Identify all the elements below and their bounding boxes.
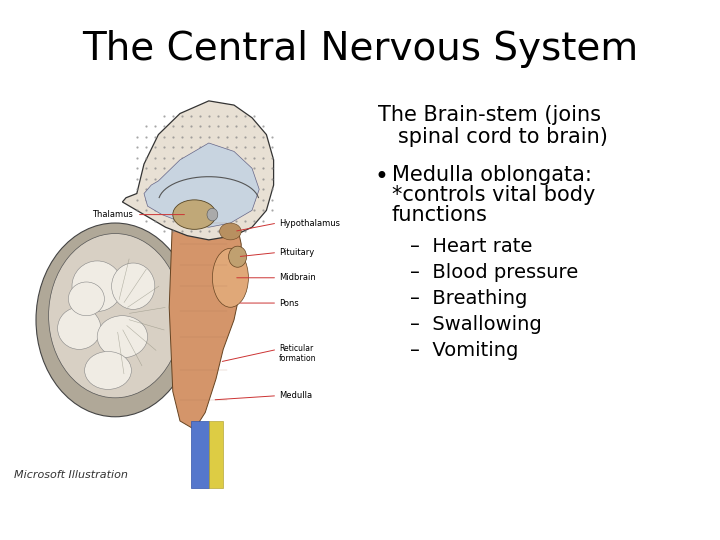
Text: The Brain-stem (joins: The Brain-stem (joins bbox=[378, 105, 601, 125]
Ellipse shape bbox=[212, 248, 248, 307]
Text: •: • bbox=[374, 165, 388, 189]
Text: Pons: Pons bbox=[279, 299, 299, 308]
Text: Medulla oblongata:: Medulla oblongata: bbox=[392, 165, 592, 185]
Text: –  Blood pressure: – Blood pressure bbox=[410, 263, 578, 282]
Text: Microsoft Illustration: Microsoft Illustration bbox=[14, 470, 128, 480]
Text: Medulla: Medulla bbox=[279, 391, 312, 400]
Text: The Central Nervous System: The Central Nervous System bbox=[82, 30, 638, 68]
Text: Thalamus: Thalamus bbox=[92, 210, 133, 219]
Text: –  Swallowing: – Swallowing bbox=[410, 315, 541, 334]
Text: Pituitary: Pituitary bbox=[279, 248, 314, 257]
Circle shape bbox=[207, 208, 218, 221]
Text: –  Vomiting: – Vomiting bbox=[410, 341, 518, 360]
Ellipse shape bbox=[36, 223, 194, 417]
Polygon shape bbox=[169, 185, 241, 429]
Ellipse shape bbox=[85, 352, 132, 389]
Ellipse shape bbox=[68, 282, 104, 316]
Text: Midbrain: Midbrain bbox=[279, 273, 316, 282]
Ellipse shape bbox=[48, 233, 181, 398]
Polygon shape bbox=[191, 421, 209, 488]
Ellipse shape bbox=[97, 316, 148, 358]
Text: *controls vital body: *controls vital body bbox=[392, 185, 595, 205]
Text: –  Breathing: – Breathing bbox=[410, 289, 527, 308]
Text: functions: functions bbox=[392, 205, 488, 225]
Polygon shape bbox=[144, 143, 259, 227]
Polygon shape bbox=[122, 101, 274, 240]
Circle shape bbox=[229, 246, 246, 267]
Ellipse shape bbox=[58, 307, 101, 349]
Ellipse shape bbox=[72, 261, 122, 312]
Text: spinal cord to brain): spinal cord to brain) bbox=[378, 127, 608, 147]
Text: Hypothalamus: Hypothalamus bbox=[279, 219, 340, 227]
Ellipse shape bbox=[112, 263, 155, 309]
Text: –  Heart rate: – Heart rate bbox=[410, 237, 532, 256]
Text: Reticular
formation: Reticular formation bbox=[279, 344, 317, 363]
Polygon shape bbox=[209, 421, 223, 488]
Ellipse shape bbox=[220, 223, 241, 240]
Ellipse shape bbox=[173, 200, 216, 230]
